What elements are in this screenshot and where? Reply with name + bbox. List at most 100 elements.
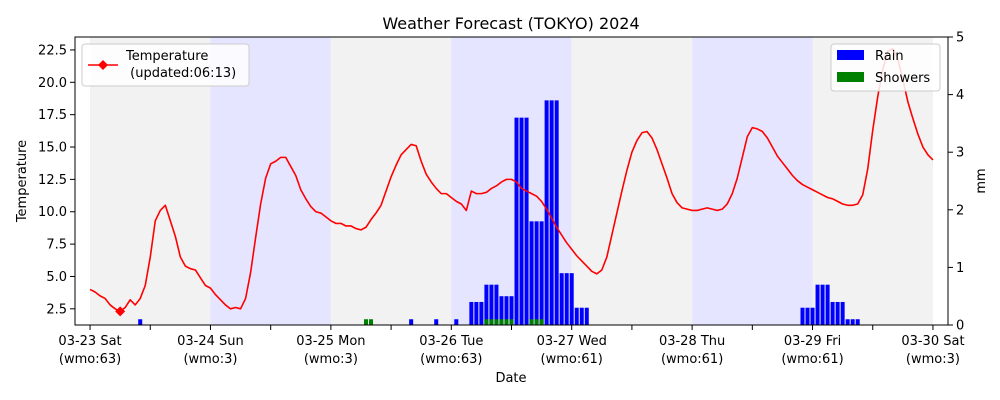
x-tick-wmo-1: (wmo:3) <box>183 352 237 367</box>
x-tick-wmo-6: (wmo:61) <box>781 352 843 367</box>
rain-bars <box>138 100 860 325</box>
rain-bar-13 <box>514 117 519 325</box>
x-tick-date-3: 03-26 Tue <box>419 334 483 349</box>
y-left-tick-label-4: 12.5 <box>38 173 67 188</box>
legend-left-frame <box>81 43 250 87</box>
legend-showers-label: Showers <box>875 71 930 86</box>
rain-bar-38 <box>850 319 855 325</box>
rain-bar-33 <box>825 284 830 325</box>
shower-bar-6 <box>504 319 509 325</box>
y-right-tick-label-2: 2 <box>956 203 964 218</box>
x-axis-label: Date <box>495 371 526 386</box>
temperature-line <box>89 47 934 313</box>
y-left-tick-label-6: 17.5 <box>38 108 67 123</box>
rain-bar-14 <box>519 117 524 325</box>
shower-bars <box>363 319 544 325</box>
shower-bar-10 <box>539 319 544 325</box>
legend-temperature: Temperature (updated:06:13) <box>81 43 250 87</box>
right-axis: 0 1 2 3 4 5 <box>948 31 964 334</box>
y-right-tick-label-4: 4 <box>956 88 964 103</box>
rain-bar-11 <box>504 296 509 325</box>
temperature-marker <box>115 306 126 317</box>
legend-temperature-line-1: (updated:06:13) <box>126 66 236 81</box>
y-left-tick-label-8: 22.5 <box>38 43 67 58</box>
rain-bar-36 <box>840 301 845 325</box>
x-tick-date-7: 03-30 Sat <box>901 334 964 349</box>
y-left-tick-label-0: 2.5 <box>46 302 67 317</box>
shower-bar-2 <box>484 319 489 325</box>
x-tick-wmo-5: (wmo:61) <box>661 352 723 367</box>
x-tick-wmo-3: (wmo:63) <box>420 352 482 367</box>
rain-bar-9 <box>494 284 499 325</box>
shower-bar-8 <box>529 319 534 325</box>
legend-temperature-marker <box>98 60 108 70</box>
rain-bar-32 <box>820 284 825 325</box>
rain-bar-1 <box>409 319 414 325</box>
rain-bar-37 <box>845 319 850 325</box>
day-band-2 <box>330 37 452 325</box>
x-tick-wmo-2: (wmo:3) <box>304 352 358 367</box>
day-band-4 <box>571 37 693 325</box>
x-tick-date-2: 03-25 Mon <box>296 334 365 349</box>
x-tick-date-5: 03-28 Thu <box>659 334 725 349</box>
rain-bar-20 <box>549 100 554 325</box>
y-left-tick-label-2: 7.5 <box>46 238 67 253</box>
rain-bar-19 <box>544 100 549 325</box>
legend-temperature-line-0: Temperature <box>125 49 208 64</box>
rain-bar-6 <box>479 301 484 325</box>
y-left-tick-label-7: 20.0 <box>38 76 67 91</box>
shower-bar-0 <box>363 319 369 325</box>
shower-bar-9 <box>534 319 539 325</box>
rain-bar-34 <box>830 301 835 325</box>
rain-bar-30 <box>810 307 815 325</box>
y-right-tick-label-1: 1 <box>956 261 964 276</box>
y-axis-right-label: mm <box>974 168 989 193</box>
y-right-tick-label-5: 5 <box>956 31 964 46</box>
rain-bar-27 <box>584 307 589 325</box>
rain-bar-29 <box>805 307 810 325</box>
rain-bar-16 <box>529 221 534 325</box>
legend-rain-label: Rain <box>875 49 904 64</box>
rain-bar-7 <box>484 284 489 325</box>
x-tick-date-0: 03-23 Sat <box>58 334 121 349</box>
rain-bar-17 <box>534 221 539 325</box>
rain-bar-10 <box>499 296 504 325</box>
y-right-tick-label-3: 3 <box>956 146 964 161</box>
x-tick-date-6: 03-29 Fri <box>784 334 841 349</box>
x-tick-wmo-0: (wmo:63) <box>59 352 121 367</box>
rain-bar-5 <box>474 301 479 325</box>
x-axis: 03-23 Sat (wmo:63) 03-24 Sun (wmo:3) 03-25 M… <box>58 325 965 367</box>
rain-bar-12 <box>509 296 514 325</box>
x-tick-wmo-4: (wmo:61) <box>541 352 603 367</box>
shower-bar-4 <box>494 319 499 325</box>
rain-bar-23 <box>564 273 569 325</box>
rain-bar-31 <box>815 284 820 325</box>
rain-bar-0 <box>138 319 143 325</box>
legend-precipitation: Rain Showers <box>830 43 941 92</box>
rain-bar-26 <box>579 307 584 325</box>
rain-bar-15 <box>524 117 529 325</box>
rain-bar-18 <box>539 221 544 325</box>
day-band-5 <box>692 37 813 325</box>
shower-bar-3 <box>489 319 494 325</box>
chart-title: Weather Forecast (TOKYO) 2024 <box>382 14 639 33</box>
shower-bar-5 <box>499 319 504 325</box>
rain-bar-24 <box>569 273 574 325</box>
y-axis-left-label: Temperature <box>15 140 30 223</box>
rain-bar-35 <box>835 301 840 325</box>
x-tick-wmo-7: (wmo:3) <box>906 352 960 367</box>
legend-showers-swatch <box>837 72 864 82</box>
y-left-tick-label-5: 15.0 <box>38 141 67 156</box>
rain-bar-8 <box>489 284 494 325</box>
shower-bar-7 <box>509 319 514 325</box>
x-tick-date-4: 03-27 Wed <box>537 334 607 349</box>
left-axis: 2.5 5.0 7.5 10.0 12.5 15.0 17.5 20.0 22.5 <box>38 43 75 317</box>
rain-bar-21 <box>554 100 559 325</box>
rain-bar-3 <box>454 319 459 325</box>
legend-temperature-label: Temperature (updated:06:13) <box>125 49 236 81</box>
x-tick-date-1: 03-24 Sun <box>177 334 244 349</box>
day-bands <box>90 37 933 325</box>
temperature-series <box>89 47 934 317</box>
rain-bar-39 <box>855 319 860 325</box>
